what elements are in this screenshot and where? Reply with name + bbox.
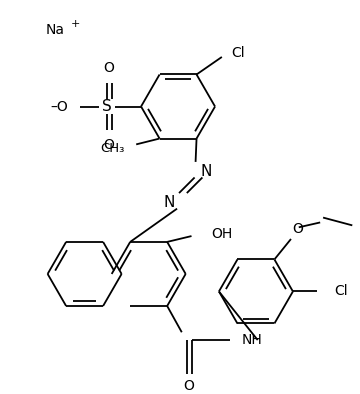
- Text: Cl: Cl: [231, 46, 245, 60]
- Text: N: N: [163, 195, 175, 210]
- Text: Cl: Cl: [334, 284, 347, 299]
- Text: Na: Na: [46, 23, 65, 37]
- Text: –O: –O: [50, 100, 68, 113]
- Text: CH₃: CH₃: [100, 142, 125, 155]
- Text: OH: OH: [211, 227, 232, 241]
- Text: S: S: [102, 99, 112, 114]
- Text: O: O: [104, 61, 114, 74]
- Text: O: O: [292, 222, 303, 236]
- Text: N: N: [201, 164, 212, 179]
- Text: O: O: [104, 138, 114, 152]
- Text: NH: NH: [242, 333, 263, 347]
- Text: O: O: [183, 379, 194, 393]
- Text: +: +: [71, 19, 80, 29]
